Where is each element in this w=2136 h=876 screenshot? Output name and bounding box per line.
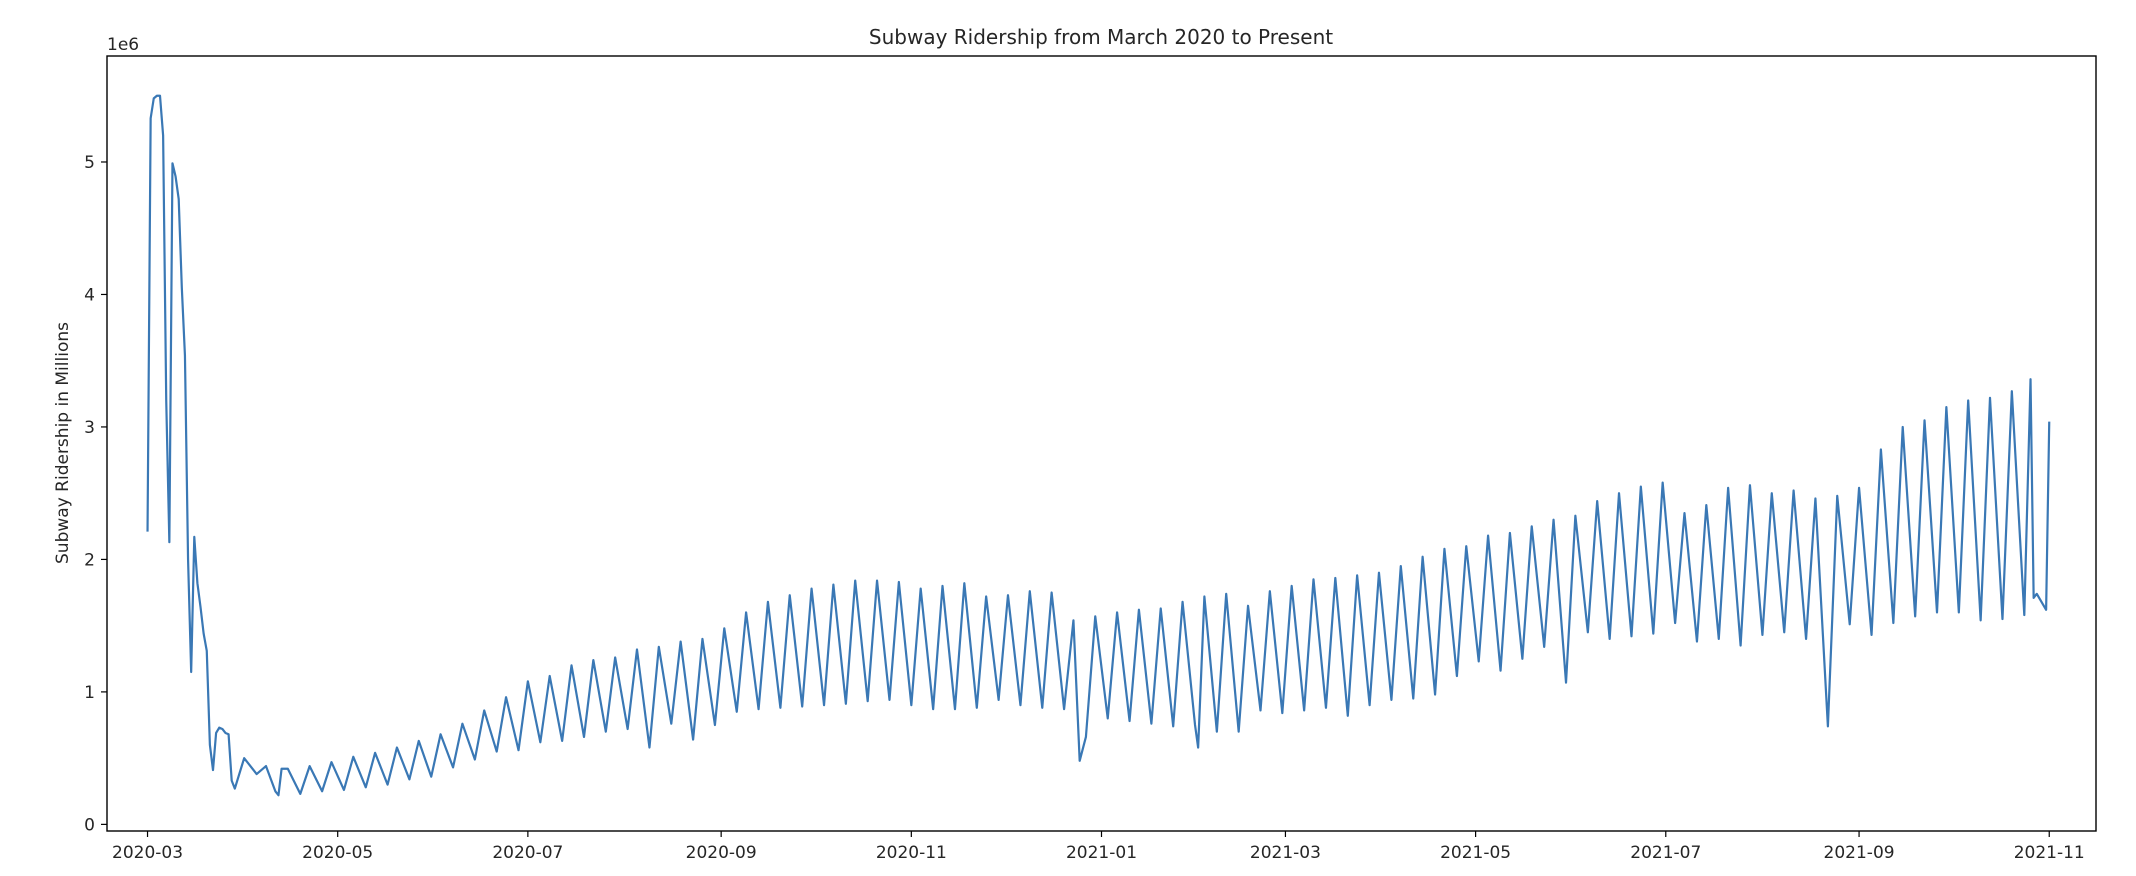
x-tick-label: 2021-11 bbox=[2014, 843, 2085, 863]
x-tick-label: 2021-01 bbox=[1066, 843, 1137, 863]
x-tick-label: 2021-09 bbox=[1824, 843, 1895, 863]
x-tick-label: 2021-07 bbox=[1630, 843, 1701, 863]
y-tick-label: 5 bbox=[84, 153, 95, 173]
plot-frame bbox=[106, 55, 2097, 832]
y-tick-label: 0 bbox=[84, 815, 95, 835]
plot-area: 2020-03 2020-05 2020-07 2020-09 2020-11 2021-… bbox=[84, 55, 2097, 863]
x-tick-label: 2020-09 bbox=[686, 843, 757, 863]
x-tick-label: 2020-11 bbox=[876, 843, 947, 863]
x-tick-label: 2020-07 bbox=[492, 843, 563, 863]
series-line bbox=[146, 94, 2051, 797]
data-series-group bbox=[146, 94, 2051, 797]
x-axis: 2020-03 2020-05 2020-07 2020-09 2020-11 2021-… bbox=[112, 831, 2085, 863]
y-tick-label: 1 bbox=[84, 683, 95, 703]
y-tick-label: 3 bbox=[84, 418, 95, 438]
y-axis: 0 1 2 3 4 5 bbox=[84, 153, 107, 835]
x-tick-label: 2020-03 bbox=[112, 843, 183, 863]
y-axis-offset-label: 1e6 bbox=[107, 35, 139, 55]
chart-title: Subway Ridership from March 2020 to Pres… bbox=[869, 25, 1333, 49]
y-tick-label: 2 bbox=[84, 550, 95, 570]
y-axis-label: Subway Ridership in Millions bbox=[53, 322, 73, 564]
x-tick-label: 2021-05 bbox=[1440, 843, 1511, 863]
x-tick-label: 2020-05 bbox=[302, 843, 373, 863]
y-tick-label: 4 bbox=[84, 285, 95, 305]
x-tick-label: 2021-03 bbox=[1250, 843, 1321, 863]
